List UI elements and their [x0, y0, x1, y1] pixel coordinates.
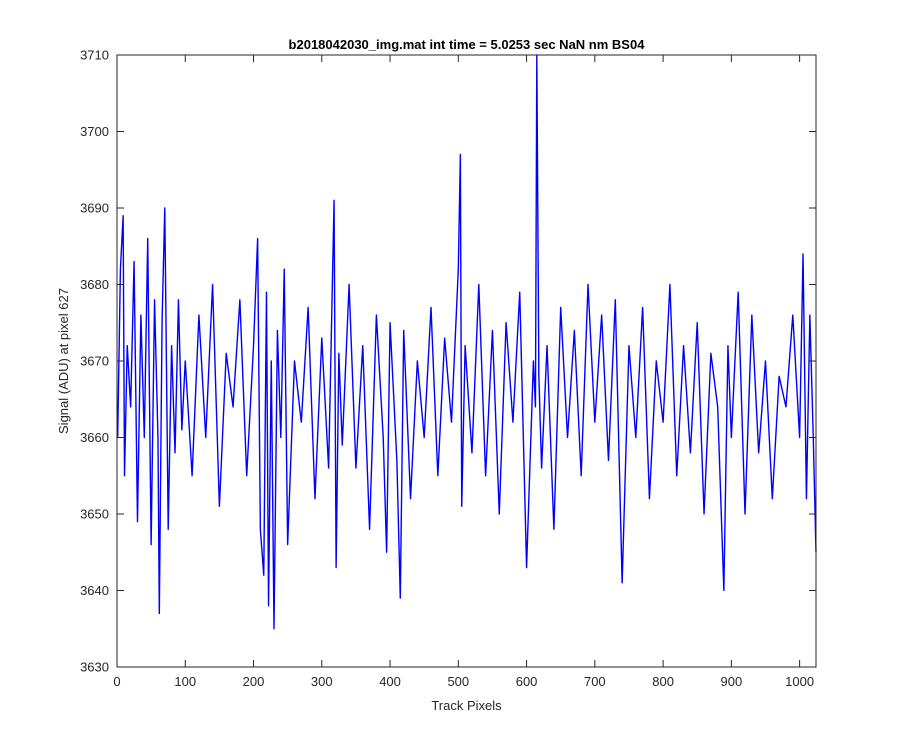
x-tick-label: 1000: [785, 674, 814, 689]
x-tick-label: 600: [516, 674, 538, 689]
y-tick-label: 3710: [80, 48, 109, 63]
x-axis-label: Track Pixels: [431, 698, 502, 713]
y-axis-ticks: 3630 3640 3650 3660 3670 3680 3690 3700 3710: [80, 48, 816, 675]
y-tick-label: 3630: [80, 660, 109, 675]
y-tick-label: 3680: [80, 277, 109, 292]
y-tick-label: 3650: [80, 507, 109, 522]
x-tick-label: 800: [652, 674, 674, 689]
y-axis-label: Signal (ADU) at pixel 627: [56, 288, 71, 434]
series-line: [116, 54, 817, 630]
x-tick-label: 500: [447, 674, 469, 689]
series-layer: [116, 54, 817, 630]
x-tick-label: 200: [243, 674, 265, 689]
x-tick-label: 400: [379, 674, 401, 689]
y-tick-label: 3670: [80, 354, 109, 369]
chart-title: b2018042030_img.mat int time = 5.0253 se…: [289, 37, 646, 52]
x-tick-label: 900: [721, 674, 743, 689]
x-axis-ticks: 0 100 200 300 400 500 600 700 800 900 1000: [113, 55, 814, 689]
x-tick-label: 0: [113, 674, 120, 689]
y-tick-label: 3660: [80, 430, 109, 445]
y-tick-label: 3700: [80, 124, 109, 139]
x-tick-label: 300: [311, 674, 333, 689]
y-tick-label: 3640: [80, 583, 109, 598]
x-tick-label: 700: [584, 674, 606, 689]
y-tick-label: 3690: [80, 201, 109, 216]
x-tick-label: 100: [174, 674, 196, 689]
